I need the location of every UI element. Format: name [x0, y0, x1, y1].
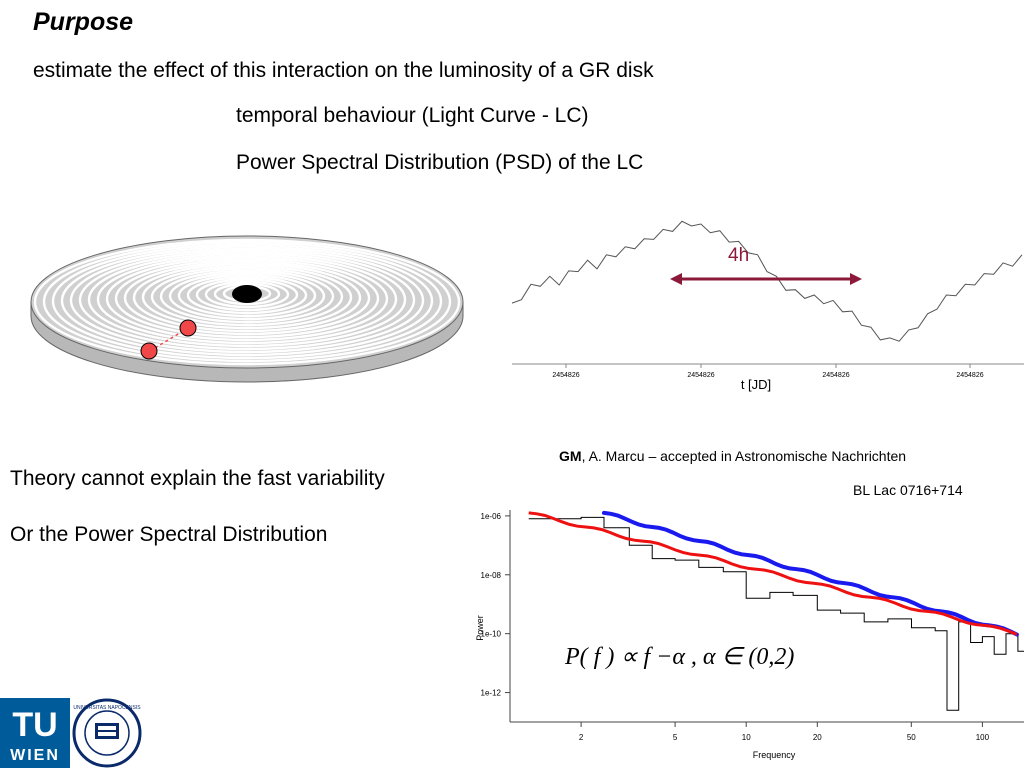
disk-ring: [123, 260, 371, 336]
psd-statement: Or the Power Spectral Distribution: [10, 523, 328, 546]
light-curve-x-tick: 2454826: [956, 372, 983, 379]
duration-label: 4h: [728, 245, 749, 266]
disk-ring: [87, 251, 407, 348]
university-seal-logo: UNIVERSITAS NAPOCENSIS: [72, 698, 142, 768]
psd-observed-series: [528, 516, 1024, 711]
disk-ring: [69, 247, 425, 354]
tu-logo-top: TU: [12, 706, 57, 744]
disk-ring: [159, 269, 335, 324]
disk-ring: [114, 258, 380, 339]
purpose-item-psd: Power Spectral Distribution (PSD) of the…: [236, 151, 644, 174]
psd-formula: P( f ) ∝ f −α , α ∈ (0,2): [565, 644, 795, 670]
psd-x-tick: 5: [673, 733, 678, 742]
light-curve-x-tick: 2454826: [552, 372, 579, 379]
slide-title: Purpose: [33, 8, 134, 36]
tu-wien-logo: TU WIEN: [0, 698, 70, 768]
tu-logo-bottom: WIEN: [10, 747, 60, 764]
disk-ring: [33, 238, 461, 366]
theory-statement: Theory cannot explain the fast variabili…: [10, 467, 385, 490]
purpose-statement: estimate the effect of this interaction …: [33, 59, 654, 82]
psd-x-label: Frequency: [753, 750, 796, 760]
psd-chart: 1e-06 1e-08 1e-10 1e-12 2 5 10 20 50 100 Power F…: [475, 510, 1024, 760]
disk-ring: [213, 282, 281, 306]
psd-x-tick: 10: [742, 733, 751, 742]
hot-spot-end: [140, 342, 158, 360]
psd-y-tick: 1e-10: [481, 630, 502, 639]
psd-x-tick: 2: [579, 733, 584, 742]
disk-ring: [42, 240, 452, 363]
disk-ring: [105, 256, 389, 342]
disk-ring: [78, 249, 416, 351]
psd-x-tick: 20: [813, 733, 822, 742]
psd-blue-fit: [602, 510, 1019, 637]
light-curve-x-label: t [JD]: [741, 377, 771, 392]
disk-ring: [132, 262, 362, 333]
disk-ring: [60, 245, 434, 357]
accretion-disk-illustration: [30, 235, 464, 383]
psd-y-tick: 1e-08: [481, 571, 502, 580]
citation-text: , A. Marcu – accepted in Astronomische N…: [581, 448, 907, 464]
duration-arrow-head-left: [670, 273, 682, 285]
light-curve-x-tick: 2454826: [687, 372, 714, 379]
seal-text: UNIVERSITAS NAPOCENSIS: [73, 705, 141, 711]
disk-rings: [30, 235, 464, 383]
disk-ring: [141, 265, 353, 330]
citation: GM, A. Marcu – accepted in Astronomische…: [559, 448, 906, 464]
light-curve-chart: 2454826 2454826 2454826 2454826 t [JD] 4h: [511, 220, 1024, 392]
citation-author: GM: [559, 448, 582, 464]
disk-ring: [168, 271, 326, 321]
psd-y-tick: 1e-12: [481, 689, 502, 698]
hot-spot-start: [179, 319, 197, 337]
purpose-item-light-curve: temporal behaviour (Light Curve - LC): [236, 104, 589, 127]
disk-ring: [96, 254, 398, 345]
duration-arrow-head-right: [850, 273, 862, 285]
psd-red-fit: [528, 511, 1018, 636]
black-hole: [232, 285, 262, 303]
disk-ring: [177, 273, 317, 318]
object-name: BL Lac 0716+714: [853, 482, 963, 498]
tu-logo-background: [0, 698, 70, 768]
disk-ring: [186, 276, 308, 315]
light-curve-x-tick: 2454826: [822, 372, 849, 379]
disk-ring: [150, 267, 344, 327]
light-curve-series: [511, 220, 1023, 342]
psd-x-tick: 100: [976, 733, 990, 742]
disk-ring: [51, 243, 443, 360]
disk-ring: [204, 280, 290, 309]
psd-y-tick: 1e-06: [481, 512, 502, 521]
psd-x-tick: 50: [907, 733, 916, 742]
psd-y-label: Power: [475, 615, 485, 641]
disk-ring: [195, 278, 299, 312]
